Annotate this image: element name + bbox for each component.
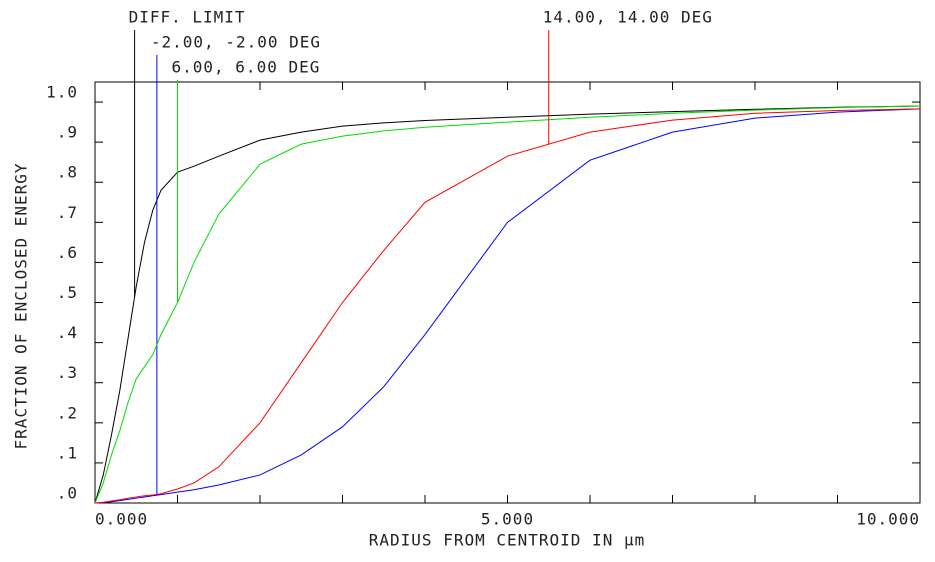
x-tick-label: 10.000 (856, 510, 920, 529)
series-label: 6.00, 6.00 DEG (172, 58, 321, 77)
y-tick-label: 1.0 (46, 83, 78, 102)
y-tick-label: .0 (57, 484, 78, 503)
series-label: -2.00, -2.00 DEG (151, 33, 321, 52)
y-tick-label: .1 (57, 443, 78, 462)
y-tick-label: .3 (57, 363, 78, 382)
x-tick-label: 0.000 (95, 510, 148, 529)
y-tick-label: .7 (57, 203, 78, 222)
series-line (94, 108, 921, 504)
plot-frame (94, 81, 921, 504)
y-tick-label: .8 (57, 163, 78, 182)
series-line (94, 105, 921, 504)
y-tick-label: .4 (57, 323, 78, 342)
series-line (94, 108, 921, 504)
y-tick-label: .2 (57, 403, 78, 422)
series-label: 14.00, 14.00 DEG (543, 8, 713, 27)
x-axis-label: RADIUS FROM CENTROID IN µm (369, 531, 645, 550)
y-tick-label: .6 (57, 243, 78, 262)
y-tick-label: .9 (57, 123, 78, 142)
series-label: DIFF. LIMIT (129, 8, 246, 27)
x-tick-label: 5.000 (481, 510, 534, 529)
series-line (94, 105, 921, 504)
y-axis-label: FRACTION OF ENCLOSED ENERGY (12, 162, 31, 449)
y-tick-label: .5 (57, 283, 78, 302)
